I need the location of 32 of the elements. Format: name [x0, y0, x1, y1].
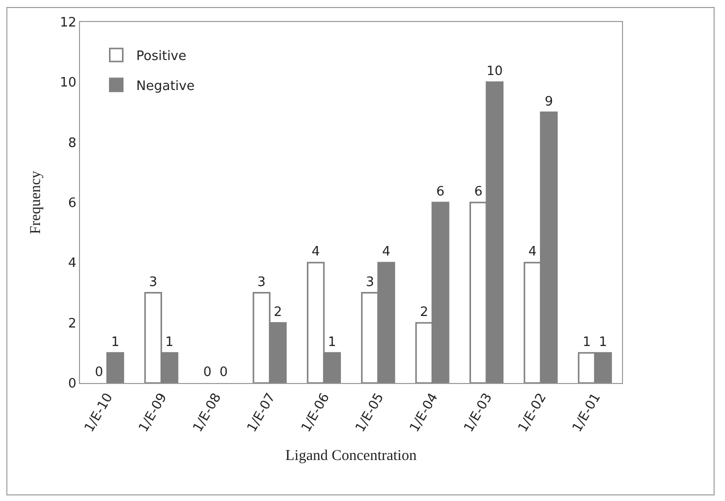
data-label: 2	[274, 304, 282, 320]
data-label: 1	[328, 334, 336, 350]
data-label: 1	[111, 334, 120, 350]
data-label: 6	[436, 184, 445, 200]
legend-label: Positive	[136, 49, 186, 64]
data-label: 1	[598, 334, 608, 350]
data-label: 0	[203, 365, 212, 380]
y-tick-label: 12	[60, 16, 76, 31]
legend-label: Negative	[136, 78, 195, 94]
y-tick-label: 8	[68, 136, 76, 151]
y-axis-title: Frequency	[28, 170, 44, 234]
data-label: 4	[312, 244, 320, 260]
data-label: 0	[94, 365, 104, 380]
y-tick-label: 6	[68, 196, 76, 212]
x-axis-title: Ligand Concentration	[285, 448, 418, 464]
data-label: 10	[486, 64, 503, 80]
data-label: 4	[528, 244, 537, 260]
data-label: 1	[582, 334, 591, 350]
data-label: 6	[474, 184, 483, 200]
y-tick-label: 4	[68, 256, 76, 272]
data-label: 3	[149, 274, 158, 290]
data-label: 2	[420, 304, 428, 320]
y-tick-label: 0	[68, 376, 76, 392]
y-tick-label: 2	[68, 316, 76, 332]
y-tick-label: 10	[60, 76, 76, 91]
bar	[106, 352, 124, 383]
data-label: 4	[382, 244, 390, 260]
data-label: 9	[544, 94, 553, 110]
data-label: 3	[257, 274, 266, 290]
data-label: 0	[219, 365, 228, 380]
data-label: 1	[165, 334, 174, 350]
data-label: 3	[366, 274, 374, 290]
